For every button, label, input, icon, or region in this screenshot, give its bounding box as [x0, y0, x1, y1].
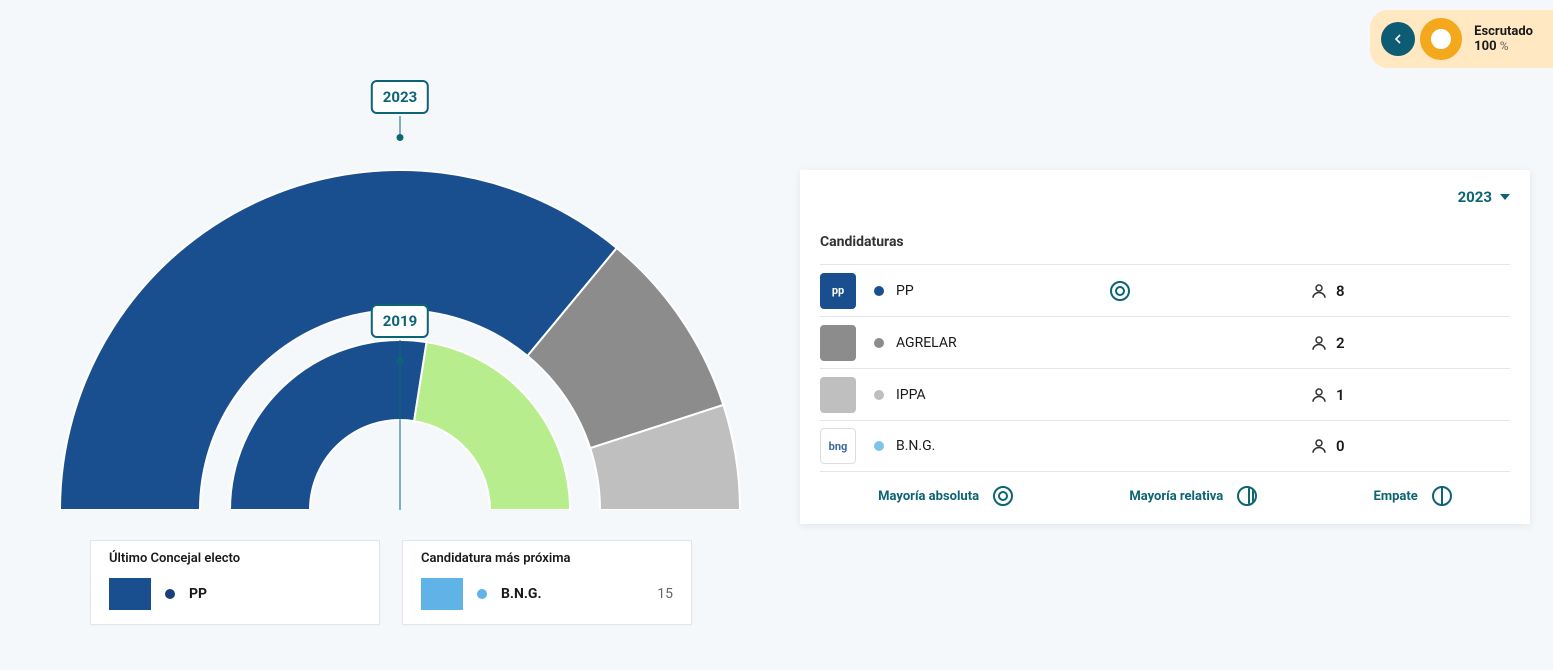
candidate-seats: 0	[1310, 437, 1510, 455]
majority-absolute-icon	[1110, 281, 1130, 301]
majority-tie-label: Empate	[1374, 489, 1418, 504]
candidates-panel: 2023 Candidaturas pp PP 8 AGRELAR 2 IPP	[800, 170, 1530, 524]
person-icon	[1310, 437, 1328, 455]
candidate-name: AGRELAR	[896, 335, 957, 351]
candidate-name: IPPA	[896, 387, 926, 403]
year-line-outer	[400, 116, 401, 136]
year-select[interactable]: 2023	[1458, 188, 1510, 206]
majority-absolute-label: Mayoría absoluta	[878, 489, 979, 504]
majority-absolute-icon	[993, 486, 1013, 506]
candidate-logo-text: bng	[829, 440, 848, 453]
year-line-inner	[400, 340, 401, 510]
candidate-seats-value: 2	[1336, 334, 1345, 352]
candidate-logo	[820, 325, 856, 361]
majority-tie-icon	[1432, 486, 1452, 506]
candidate-dot	[874, 390, 884, 400]
candidate-row[interactable]: IPPA 1	[820, 368, 1510, 420]
year-label-outer: 2023	[371, 80, 429, 114]
majority-legend-row: Mayoría absoluta Mayoría relativa Empate	[820, 472, 1510, 524]
legend-closest-dot	[477, 589, 487, 599]
person-icon	[1310, 282, 1328, 300]
majority-tie-legend: Empate	[1374, 486, 1452, 506]
candidate-logo-text: pp	[832, 284, 844, 297]
majority-relative-icon	[1237, 486, 1257, 506]
escrutado-text: Escrutado 100 %	[1474, 24, 1533, 54]
legend-row: Último Concejal electo PP Candidatura má…	[90, 540, 692, 625]
candidate-majority-cell	[1110, 281, 1310, 301]
legend-elected-name: PP	[189, 586, 207, 602]
escrutado-label: Escrutado	[1474, 24, 1533, 39]
candidate-seats-value: 8	[1336, 282, 1345, 300]
person-icon	[1310, 386, 1328, 404]
candidate-logo: pp	[820, 273, 856, 309]
legend-closest-name: B.N.G.	[501, 586, 542, 602]
year-label-inner: 2019	[371, 304, 429, 338]
arrow-left-icon	[1390, 31, 1406, 47]
legend-elected-title: Último Concejal electo	[109, 551, 361, 566]
year-dot-inner	[397, 358, 404, 365]
candidate-seats: 8	[1310, 282, 1510, 300]
candidate-dot	[874, 286, 884, 296]
escrutado-badge: Escrutado 100 %	[1381, 10, 1553, 68]
majority-relative-label: Mayoría relativa	[1129, 489, 1223, 504]
candidate-seats-value: 0	[1336, 437, 1345, 455]
candidate-dot	[874, 441, 884, 451]
parliament-chart: 2023 2019	[40, 80, 760, 510]
candidate-row[interactable]: AGRELAR 2	[820, 316, 1510, 368]
legend-closest-title: Candidatura más próxima	[421, 551, 673, 566]
person-icon	[1310, 334, 1328, 352]
escrutado-back-button[interactable]	[1381, 22, 1415, 56]
candidates-title: Candidaturas	[820, 234, 1510, 250]
legend-closest-count: 15	[657, 586, 673, 602]
candidate-dot	[874, 338, 884, 348]
candidate-row[interactable]: bng B.N.G. 0	[820, 420, 1510, 472]
legend-elected-dot	[165, 589, 175, 599]
candidate-seats: 1	[1310, 386, 1510, 404]
majority-relative-legend: Mayoría relativa	[1129, 486, 1257, 506]
legend-box-elected: Último Concejal electo PP	[90, 540, 380, 625]
legend-elected-swatch	[109, 578, 151, 610]
candidate-logo	[820, 377, 856, 413]
majority-absolute-legend: Mayoría absoluta	[878, 486, 1013, 506]
candidate-logo: bng	[820, 428, 856, 464]
candidate-row[interactable]: pp PP 8	[820, 264, 1510, 316]
escrutado-donut-icon	[1420, 18, 1462, 60]
year-select-value: 2023	[1458, 188, 1492, 206]
candidate-seats-value: 1	[1336, 386, 1345, 404]
candidate-name: B.N.G.	[896, 438, 935, 454]
candidate-name: PP	[896, 283, 914, 299]
legend-box-closest: Candidatura más próxima B.N.G. 15	[402, 540, 692, 625]
year-dot-outer	[397, 134, 404, 141]
candidate-seats: 2	[1310, 334, 1510, 352]
escrutado-value: 100	[1474, 39, 1496, 54]
legend-closest-swatch	[421, 578, 463, 610]
escrutado-unit: %	[1500, 39, 1509, 53]
